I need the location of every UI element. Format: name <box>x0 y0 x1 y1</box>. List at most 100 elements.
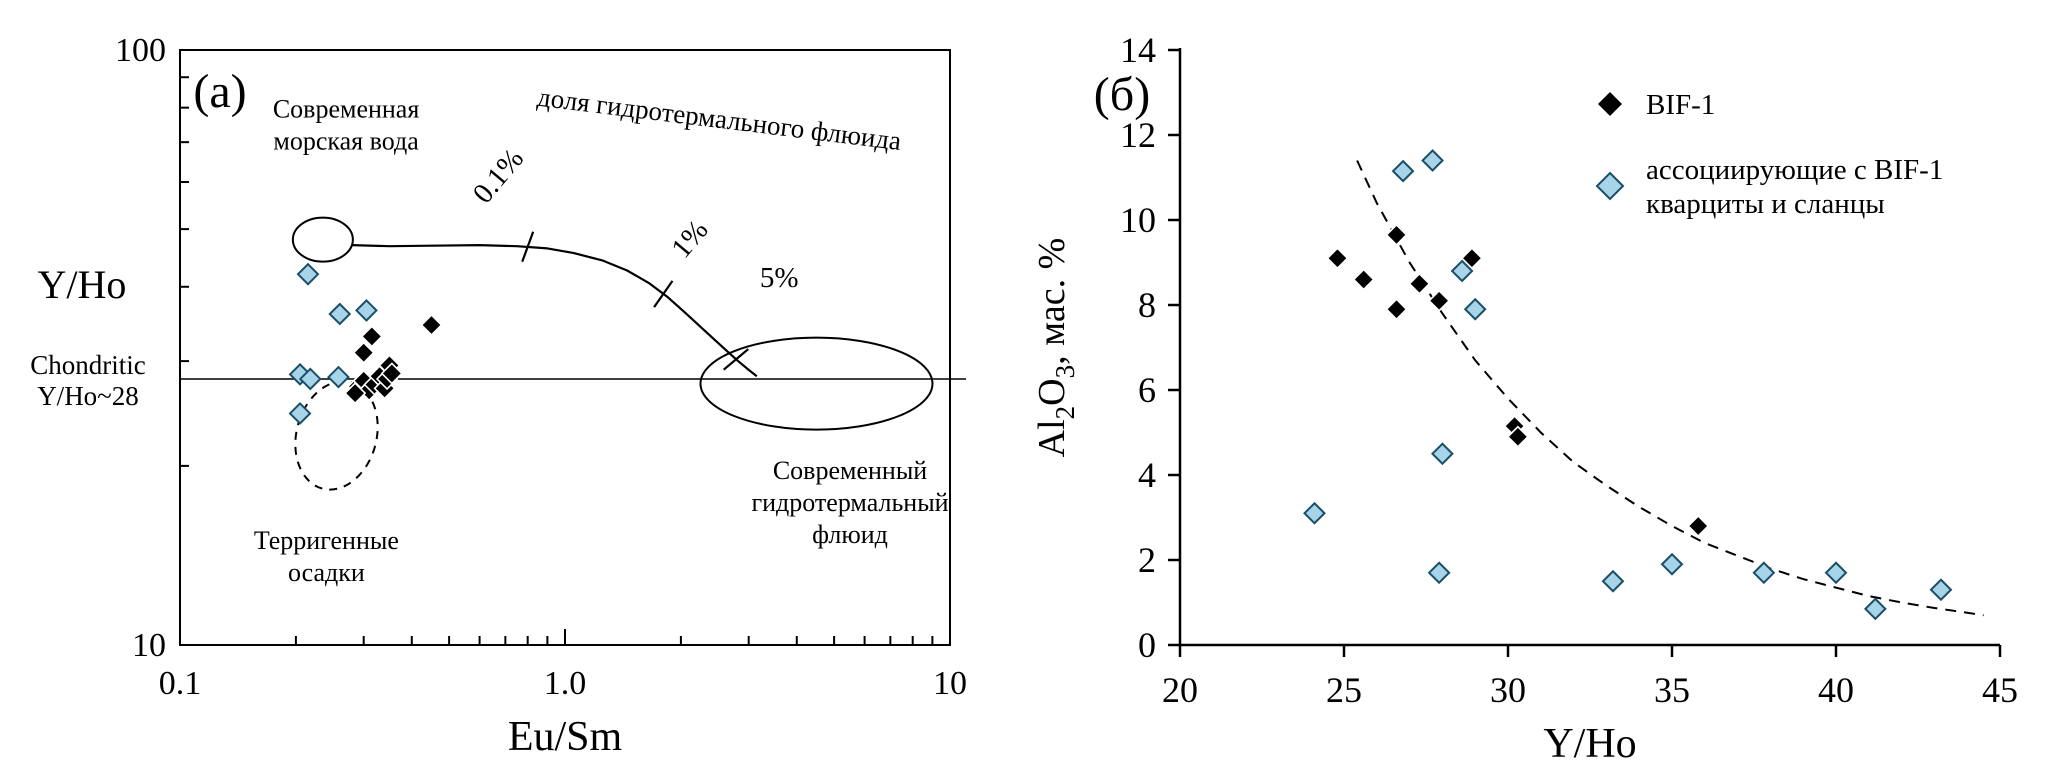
terrigenous-label: Терригенные осадки <box>254 526 399 587</box>
y-tick-label: 12 <box>1120 115 1156 155</box>
axis-ticks <box>179 49 951 646</box>
legend-marker-blue <box>1595 171 1625 201</box>
data-point-blue <box>1421 149 1444 172</box>
legend-label-bif: BIF-1 <box>1646 89 1715 121</box>
data-point-blue <box>1450 259 1474 283</box>
panel-a: 0.1 1.0 10 10 100 Eu/Sm Y/Ho (а) Chondritic Y/Ho~… <box>0 0 1010 774</box>
y-axis-title: Y/Ho <box>38 262 127 307</box>
data-point-blue <box>296 262 320 286</box>
data-point-black <box>360 325 383 348</box>
data-point-blue <box>327 365 350 389</box>
percent-tick <box>653 280 674 308</box>
percent-label: 0.1% <box>467 143 530 210</box>
x-tick-label: 45 <box>1982 670 2018 710</box>
y-tick-label: 10 <box>1120 200 1156 240</box>
series-black <box>1326 223 1710 538</box>
percent-label: 5% <box>760 262 799 294</box>
hydrothermal-fluid-label-line: гидротермальный <box>751 488 948 517</box>
seawater-label-line: Современная <box>273 95 420 124</box>
x-axis-title: Y/Ho <box>1543 721 1636 767</box>
data-point-blue <box>1391 159 1415 183</box>
data-point-blue <box>1463 297 1487 321</box>
data-point-black <box>1408 272 1431 295</box>
data-point-blue <box>1601 569 1625 593</box>
legend-label-assoc: ассоциирующие с BIF-1 <box>1646 154 1943 186</box>
data-point-blue <box>355 299 378 322</box>
hydrothermal-share-label-line: доля гидротермального флюида <box>536 82 903 156</box>
y-tick-label: 4 <box>1138 455 1156 495</box>
hydrothermal-fluid-ellipse <box>699 336 934 431</box>
hydrothermal-fluid-label: Современный гидротермальный флюид <box>751 456 948 549</box>
data-point-blue <box>1303 501 1326 525</box>
data-point-black <box>1687 514 1710 538</box>
data-point-black <box>1385 298 1408 321</box>
seawater-ellipse <box>291 216 354 263</box>
chondritic-label: Chondritic <box>30 350 146 380</box>
data-point-blue <box>328 302 352 326</box>
terrigenous-label-line: Терригенные <box>254 526 399 555</box>
terrigenous-sediments-ellipse <box>294 380 379 491</box>
x-tick-label: 20 <box>1162 670 1198 710</box>
data-point-black <box>1352 268 1375 291</box>
y-axis-title: Al2O3, мас. % <box>1031 238 1080 458</box>
data-point-black <box>1427 289 1451 312</box>
hydrothermal-share-label: доля гидротермального флюида <box>536 82 903 156</box>
x-tick-label: 0.1 <box>159 665 202 702</box>
legend-label-assoc: кварциты и сланцы <box>1646 188 1885 220</box>
y-tick-label: 10 <box>132 627 166 664</box>
y-tick-label: 0 <box>1138 625 1156 665</box>
percent-tick <box>722 348 749 371</box>
data-point-black <box>1506 425 1529 448</box>
data-point-black <box>380 362 403 385</box>
data-point-black <box>352 341 375 364</box>
seawater-label-line: морская вода <box>273 127 419 156</box>
data-point-black <box>1385 223 1408 247</box>
y-tick-label: 6 <box>1138 370 1156 410</box>
data-point-blue <box>1863 597 1887 621</box>
panel-letter: (а) <box>193 65 246 118</box>
chondritic-label: Y/Ho~28 <box>37 381 139 411</box>
data-point-black <box>343 382 367 405</box>
panel-letter: (б) <box>1094 68 1150 121</box>
panel-b-chart: 20 25 30 35 40 45 0 2 4 6 8 10 12 14 Y/Ho (б) Al2O3, мас… <box>1031 30 2018 767</box>
data-point-black <box>1460 247 1484 270</box>
data-point-blue <box>298 367 322 391</box>
seawater-label: Современная морская вода <box>273 95 420 156</box>
trend-curve <box>1356 160 1984 617</box>
x-axis-title: Eu/Sm <box>508 714 623 760</box>
y-tick-label: 100 <box>115 32 166 69</box>
x-tick-label: 35 <box>1654 670 1690 710</box>
mixing-curve <box>352 244 758 378</box>
x-tick-label: 30 <box>1490 670 1526 710</box>
terrigenous-label-line: осадки <box>288 558 365 587</box>
data-point-blue <box>1824 561 1848 585</box>
data-point-black <box>1326 247 1349 270</box>
x-tick-label: 25 <box>1326 670 1362 710</box>
panel-a-chart: 0.1 1.0 10 10 100 Eu/Sm Y/Ho (а) ChondriticY/Ho~… <box>30 32 967 760</box>
series-blue <box>288 262 378 425</box>
y-tick-label: 2 <box>1138 540 1156 580</box>
percent-tick <box>521 231 535 263</box>
data-point-blue <box>288 402 312 425</box>
data-point-blue <box>1752 561 1776 585</box>
axis-ticks <box>1168 48 2002 657</box>
data-point-blue <box>1929 578 1953 602</box>
hydrothermal-fluid-label-line: флюид <box>812 520 888 549</box>
data-point-black <box>420 313 443 337</box>
x-tick-label: 10 <box>933 665 967 702</box>
legend-marker-black <box>1595 89 1625 119</box>
series-black <box>343 313 443 405</box>
data-point-blue <box>1427 561 1451 585</box>
panel-b: 20 25 30 35 40 45 0 2 4 6 8 10 12 14 Y/Ho (б) Al2O3, мас… <box>1010 0 2067 774</box>
data-point-blue <box>1430 442 1454 466</box>
series-blue <box>1303 149 1953 621</box>
percent-label: 1% <box>665 214 714 264</box>
x-tick-label: 1.0 <box>544 665 587 702</box>
x-tick-label: 40 <box>1818 670 1854 710</box>
y-tick-label: 8 <box>1138 285 1156 325</box>
data-point-blue <box>1660 552 1684 576</box>
y-tick-label: 14 <box>1120 30 1156 70</box>
hydrothermal-fluid-label-line: Современный <box>773 456 927 485</box>
